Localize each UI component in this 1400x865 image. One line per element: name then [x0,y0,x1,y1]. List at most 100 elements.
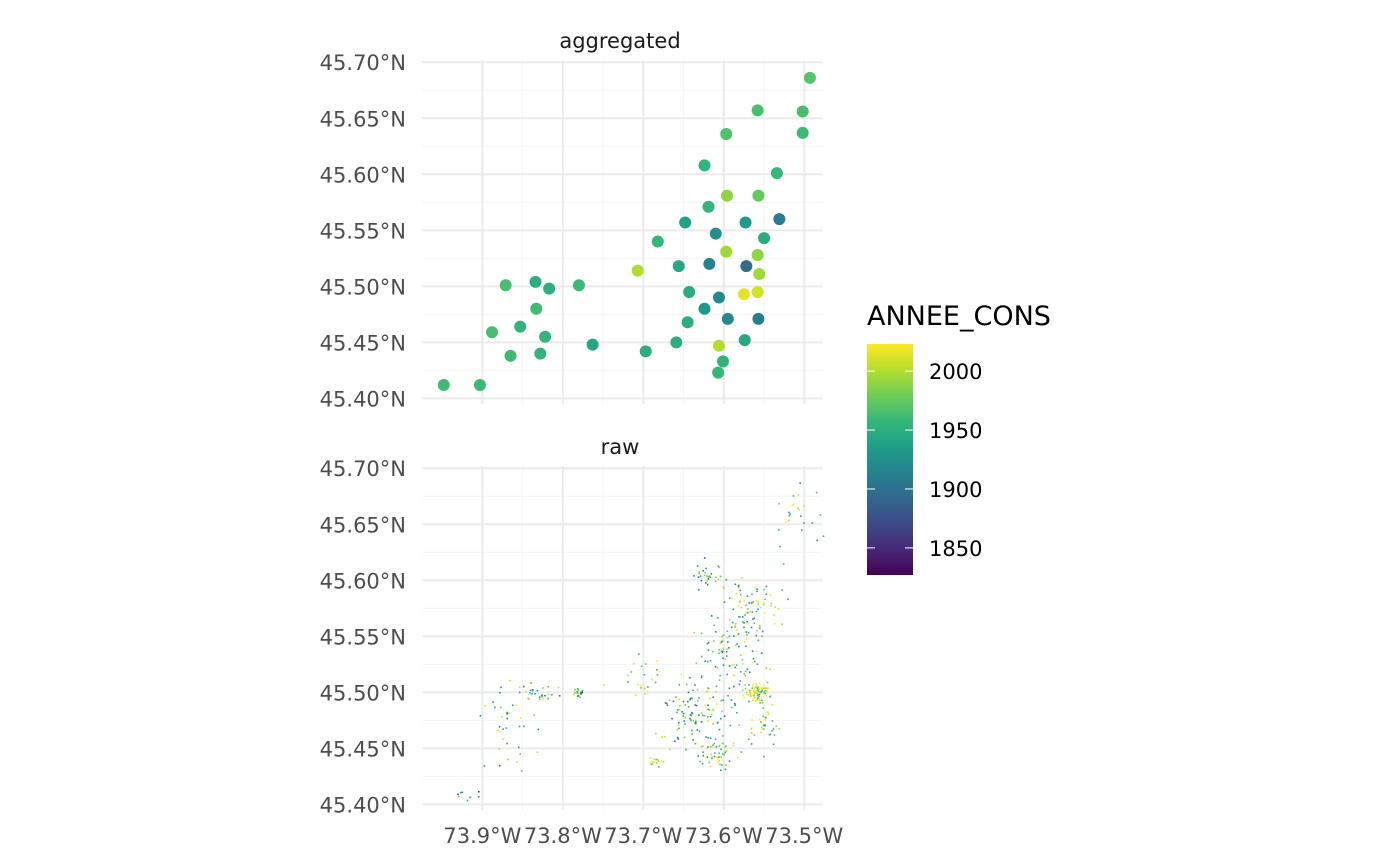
raw-point [728,760,731,762]
y-tick-label: 45.40°N [320,387,406,411]
raw-point [706,660,709,663]
raw-point [788,519,790,522]
raw-point [765,690,768,693]
x-tick-label: 73.9°W [443,824,521,848]
raw-point [557,686,560,689]
raw-point [672,700,675,703]
raw-point [771,703,774,706]
raw-point [748,684,750,686]
raw-point [756,687,759,690]
y-tick-label: 45.60°N [320,163,406,187]
raw-point [730,699,733,701]
raw-point [772,728,775,730]
raw-point [733,674,735,677]
raw-point [738,645,740,648]
raw-point [527,698,530,700]
raw-point [707,720,709,722]
raw-point [691,697,693,700]
data-point [751,104,764,117]
raw-point [762,603,765,606]
raw-point [787,598,789,601]
raw-point [801,529,803,531]
raw-point [740,606,743,609]
raw-point [712,709,715,711]
raw-point [709,737,712,740]
raw-point [762,723,764,726]
raw-point [721,639,724,642]
raw-point [716,666,719,669]
raw-point [763,588,765,591]
raw-point [530,682,532,684]
raw-point [719,642,722,645]
raw-point [684,716,686,719]
raw-point [649,757,652,759]
raw-point [697,576,700,579]
raw-point [720,641,723,643]
raw-point [698,696,700,699]
raw-point [669,748,671,751]
raw-point [721,635,724,638]
raw-point [531,689,534,692]
raw-point [509,679,511,682]
data-point [752,189,765,202]
raw-point [735,592,738,595]
data-point [720,245,733,258]
raw-point [724,764,727,766]
y-tick-label: 45.45°N [320,737,406,761]
raw-point [757,694,759,697]
raw-point [752,693,754,696]
raw-point [703,714,706,717]
raw-point [724,658,727,661]
raw-point [726,673,729,676]
raw-point [751,650,754,652]
raw-point [700,579,703,582]
legend-label: 1850 [929,537,982,561]
raw-point [518,691,521,694]
raw-point [733,685,735,688]
raw-point [759,625,761,627]
raw-point [735,664,738,666]
raw-point [541,696,544,698]
raw-point [718,756,720,759]
raw-point [741,577,743,579]
raw-point [800,515,802,518]
data-point [702,200,715,213]
raw-point [638,653,640,655]
raw-point [497,729,499,731]
raw-point [626,674,629,677]
raw-point [709,576,711,579]
raw-point [721,753,724,755]
raw-point [753,660,756,663]
raw-point [537,728,540,731]
raw-point [507,758,509,761]
raw-point [769,694,772,697]
raw-point [655,762,658,764]
raw-point [477,795,480,798]
raw-point [691,733,693,735]
raw-point [760,696,763,699]
raw-point [689,698,691,701]
raw-point [484,705,486,707]
raw-point [695,662,698,665]
data-point [721,312,734,325]
raw-point [655,732,657,735]
raw-point [577,689,579,692]
raw-point [774,606,777,608]
raw-point [692,689,694,692]
raw-point [703,557,706,559]
data-point [709,227,722,240]
raw-point [734,583,737,586]
raw-point [725,750,728,752]
raw-point [746,634,748,636]
raw-point [712,640,715,642]
color-legend: ANNEE_CONS 2000 1950 1900 1850 [867,301,1051,575]
raw-point [723,587,725,590]
raw-point [650,678,653,681]
raw-point [754,700,757,702]
raw-point [750,743,753,745]
raw-point [651,762,654,765]
raw-point [760,691,762,693]
raw-point [717,616,719,619]
raw-point [710,753,713,756]
raw-point [694,742,697,745]
